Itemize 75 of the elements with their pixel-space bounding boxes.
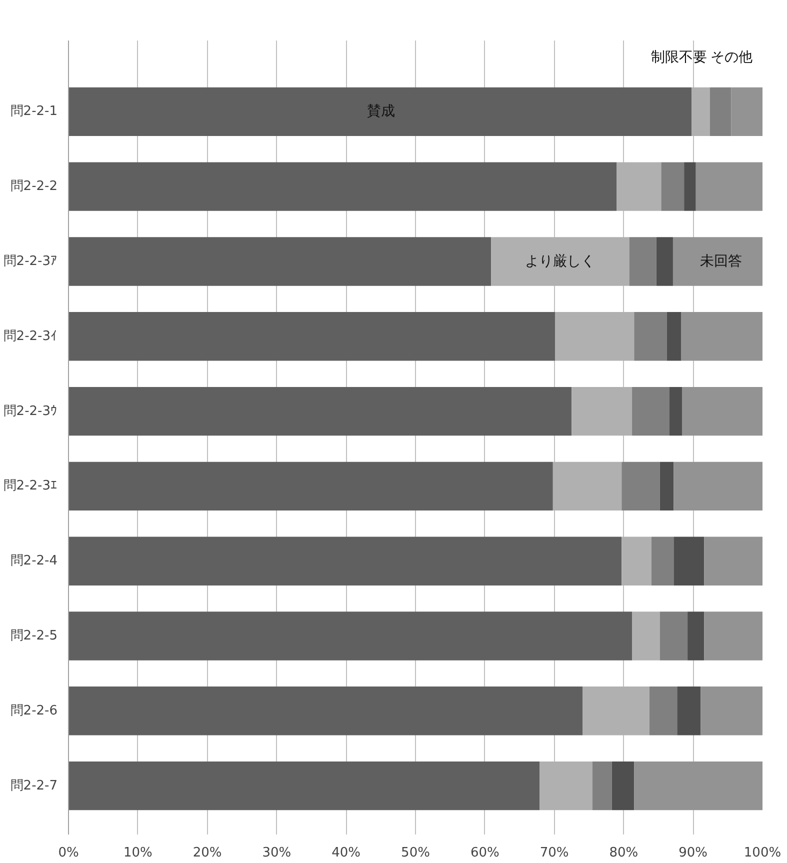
x-tick-label: 90%	[678, 846, 708, 860]
x-tick-label: 40%	[332, 846, 361, 860]
y-tick-label: 問2-2-1	[10, 104, 58, 120]
bar	[68, 686, 583, 736]
bar	[700, 686, 762, 736]
bar	[681, 312, 762, 361]
bar	[632, 612, 660, 660]
bar	[68, 462, 553, 511]
bar	[572, 386, 632, 436]
y-tick-label: 問2-2-3ｳ	[3, 404, 58, 419]
x-tick-label: 80%	[609, 846, 638, 860]
y-tick-label: 問2-2-6	[10, 703, 58, 718]
bar	[612, 761, 634, 810]
bar	[592, 761, 612, 810]
bar	[670, 386, 682, 436]
annotation: その他	[710, 50, 752, 66]
bar	[68, 536, 622, 586]
bar	[651, 536, 674, 586]
bar	[688, 612, 704, 660]
annotation: 未回答	[700, 253, 742, 270]
y-tick-label: 問2-2-2	[10, 179, 58, 194]
bar	[68, 237, 492, 286]
bar	[68, 386, 572, 436]
bar	[554, 312, 634, 361]
bar	[660, 612, 688, 660]
annotation: より厳しく	[524, 253, 595, 270]
x-tick-label: 50%	[401, 846, 430, 860]
bar	[540, 761, 592, 810]
bar	[674, 536, 704, 586]
bar	[674, 462, 762, 511]
bar	[616, 162, 662, 211]
bar	[682, 386, 762, 436]
x-tick-label: 70%	[540, 846, 569, 860]
y-tick-label: 問2-2-3ｱ	[3, 254, 58, 269]
bar	[632, 386, 670, 436]
x-tick-label: 10%	[123, 846, 152, 860]
bar	[582, 686, 650, 736]
x-tick-label: 20%	[192, 846, 222, 860]
bar	[660, 462, 674, 511]
bar	[68, 87, 692, 136]
x-tick-label: 30%	[262, 846, 292, 860]
bar	[634, 761, 762, 810]
bar	[649, 686, 678, 736]
y-tick-label: 問2-2-3ｴ	[3, 478, 58, 494]
bar	[656, 237, 673, 286]
bar	[622, 536, 652, 586]
y-tick-label: 問2-2-7	[10, 778, 58, 794]
bar	[629, 237, 656, 286]
bar	[68, 761, 540, 810]
bar	[704, 536, 762, 586]
bar	[672, 237, 762, 286]
annotation: 賛成	[366, 104, 395, 120]
bar	[68, 612, 632, 660]
bar	[696, 162, 762, 211]
bar	[731, 87, 762, 136]
bar	[704, 612, 762, 660]
bar	[68, 162, 617, 211]
y-tick-label: 問2-2-5	[10, 628, 58, 644]
y-tick-label: 問2-2-3ｲ	[3, 328, 58, 344]
bar	[552, 462, 622, 511]
bar	[634, 312, 667, 361]
bar	[491, 237, 630, 286]
x-tick-label: 60%	[470, 846, 500, 860]
y-tick-label: 問2-2-4	[10, 554, 58, 569]
annotation: 制限不要	[651, 50, 708, 66]
x-tick-label: 0%	[58, 846, 79, 860]
bar	[684, 162, 696, 211]
bar	[666, 312, 682, 361]
bar	[68, 312, 555, 361]
bar	[692, 87, 710, 136]
bar	[710, 87, 732, 136]
bar	[622, 462, 660, 511]
bar	[661, 162, 684, 211]
bar	[677, 686, 701, 736]
x-tick-label: 100%	[744, 846, 782, 860]
